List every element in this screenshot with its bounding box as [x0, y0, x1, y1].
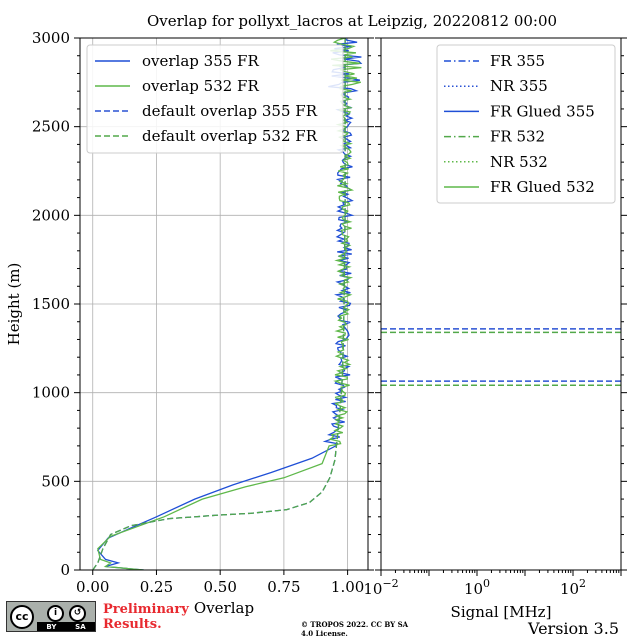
signal-x-axis-label: Signal [MHz]	[451, 603, 552, 621]
signal-legend-label: FR 355	[490, 52, 545, 70]
signal-legend: FR 355 NR 355 FR Glued 355 FR 532 NR 532 FR G…	[436, 44, 616, 204]
overlap-x-tick-label: 0.75	[267, 578, 300, 596]
preliminary-results-note: Preliminary Results.	[103, 602, 189, 632]
overlap-y-tick-label: 2000	[32, 206, 70, 224]
overlap-panel: 0.00 0.25 0.50 0.75 1.00 0 500 1000 1500 2000 2500…	[5, 29, 374, 617]
overlap-legend-box	[86, 44, 344, 154]
preliminary-line-1: Preliminary	[103, 602, 189, 617]
overlap-y-tick-label: 1500	[32, 295, 70, 313]
signal-panel: 10−2 100 102 Signal [MHz] FR 355 NR 355 FR G…	[363, 37, 627, 621]
cc-sa-label: SA	[75, 622, 86, 631]
overlap-x-tick-label: 0.50	[203, 578, 236, 596]
cc-strip: BY SA	[37, 622, 95, 631]
overlap-x-axis-label: Overlap	[194, 599, 254, 617]
overlap-legend-label: default overlap 355 FR	[142, 102, 318, 120]
share-alike-icon: ↺	[69, 605, 86, 622]
signal-legend-label: FR 532	[490, 128, 545, 146]
overlap-y-tick-label: 0	[60, 561, 70, 579]
signal-legend-label: FR Glued 355	[490, 102, 595, 120]
signal-legend-label: NR 532	[490, 153, 548, 171]
overlap-series-line	[92, 38, 346, 570]
preliminary-line-2: Results.	[103, 617, 162, 632]
signal-x-tick-label: 102	[560, 577, 586, 598]
cc-license-logo: cc i ↺ BY SA	[6, 601, 96, 632]
version-label: Version 3.5	[528, 619, 619, 638]
signal-legend-label: FR Glued 532	[490, 178, 595, 196]
overlap-legend: overlap 355 FR overlap 532 FR default over…	[86, 44, 344, 154]
license-text: © TROPOS 2022. CC BY SA 4.0 License.	[301, 620, 409, 638]
overlap-legend-label: overlap 532 FR	[142, 77, 259, 95]
cc-icon: cc	[10, 605, 34, 629]
signal-lines	[381, 328, 621, 386]
overlap-y-tick-label: 2500	[32, 118, 70, 136]
overlap-legend-label: overlap 355 FR	[142, 52, 259, 70]
overlap-legend-label: default overlap 532 FR	[142, 127, 318, 145]
overlap-x-tick-label: 1.00	[331, 578, 364, 596]
signal-legend-box	[436, 44, 616, 204]
overlap-ticks: 0.00 0.25 0.50 0.75 1.00 0 500 1000 1500 2000 2500…	[32, 29, 374, 596]
overlap-x-tick-label: 0.25	[140, 578, 173, 596]
signal-x-tick-label: 10−2	[363, 577, 398, 598]
overlap-y-tick-label: 3000	[32, 29, 70, 47]
cc-by-label: BY	[46, 622, 57, 631]
overlap-y-tick-label: 1000	[32, 384, 70, 402]
attribution-icon: i	[47, 605, 64, 622]
overlap-x-tick-label: 0.00	[76, 578, 109, 596]
overlap-y-axis-label: Height (m)	[5, 263, 23, 346]
signal-legend-label: NR 355	[490, 77, 548, 95]
signal-x-tick-label: 100	[464, 577, 490, 598]
chart-title: Overlap for pollyxt_lacros at Leipzig, 2…	[147, 12, 557, 30]
signal-ticks: 10−2 100 102	[363, 37, 627, 598]
overlap-y-tick-label: 500	[41, 472, 70, 490]
